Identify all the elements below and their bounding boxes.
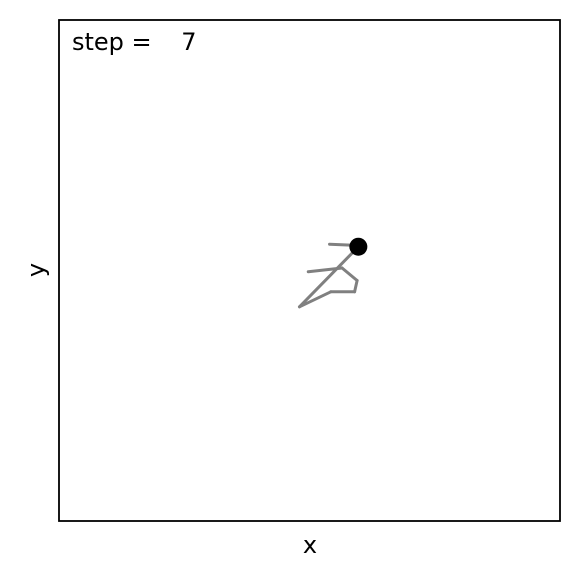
step-value: 7 bbox=[181, 28, 196, 56]
step-annotation: step = 7 bbox=[72, 28, 197, 56]
trail-segment-0-5 bbox=[297, 243, 362, 309]
x-axis-label: x bbox=[303, 531, 317, 559]
step-label: step = bbox=[72, 28, 159, 56]
trail-segment-0-2 bbox=[353, 279, 359, 294]
trail-segment-0-4 bbox=[297, 290, 333, 309]
trail-segment-0-1 bbox=[340, 266, 359, 283]
y-axis-label: y bbox=[22, 263, 50, 277]
current-position-marker bbox=[349, 237, 368, 256]
